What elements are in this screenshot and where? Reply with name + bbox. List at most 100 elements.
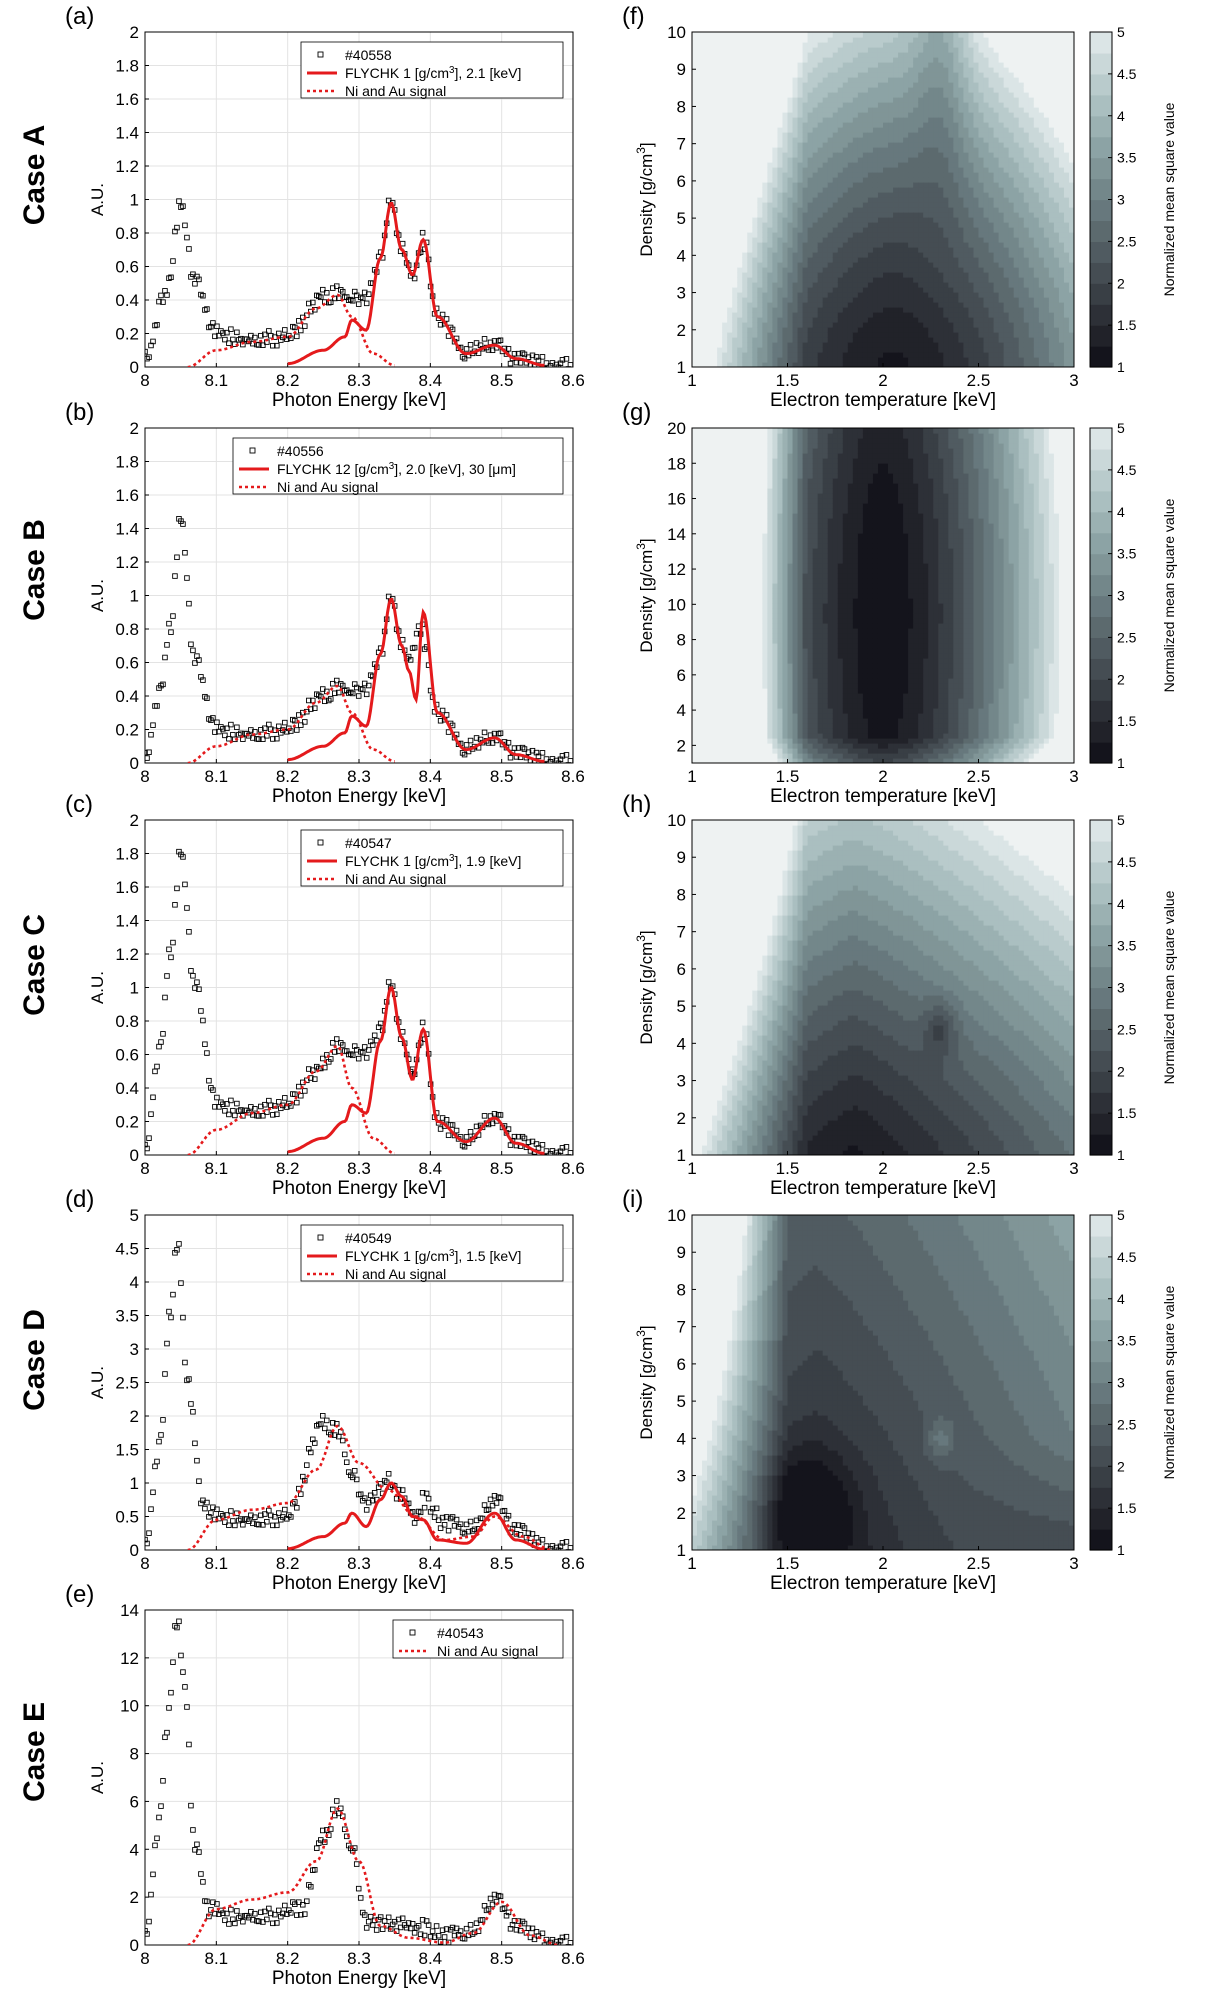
contour-cell (943, 197, 949, 203)
contour-cell (903, 52, 909, 58)
contour-cell (707, 327, 713, 333)
data-point (148, 1111, 154, 1117)
contour-cell (777, 292, 784, 298)
contour-cell (797, 267, 804, 273)
contour-cell (822, 192, 829, 198)
y-tick-label: 0.2 (115, 1113, 139, 1132)
contour-cell (908, 192, 914, 198)
contour-cell (717, 262, 723, 268)
contour-cell (842, 277, 849, 283)
contour-cell (772, 197, 779, 203)
data-point (361, 1912, 368, 1918)
data-point (411, 1930, 418, 1936)
contour-cell (903, 257, 909, 263)
contour-cell (717, 242, 723, 248)
contour-cell (817, 202, 824, 208)
contour-cell (737, 37, 743, 43)
contour-cell (692, 62, 698, 68)
contour-cell (767, 82, 774, 88)
data-point (439, 1927, 446, 1933)
contour-cell (707, 252, 713, 258)
contour-cell (872, 332, 879, 338)
contour-cell (948, 147, 954, 153)
contour-cell (908, 57, 914, 63)
contour-cell (948, 162, 954, 168)
contour-cell (918, 277, 924, 283)
contour-cell (893, 257, 899, 263)
contour-cell (717, 222, 723, 228)
contour-cell (832, 262, 839, 268)
contour-cell (757, 67, 763, 73)
contour-cell (807, 152, 814, 158)
contour-cell (857, 272, 864, 278)
data-point (505, 1909, 512, 1916)
contour-cell (727, 122, 733, 128)
data-point (385, 979, 392, 985)
contour-cell (742, 187, 748, 193)
contour-cell (707, 247, 713, 253)
data-point (302, 1477, 308, 1484)
data-point (359, 295, 366, 302)
contour-cell (827, 327, 834, 333)
contour-cell (717, 52, 723, 58)
contour-cell (943, 332, 949, 338)
contour-cell (737, 312, 743, 318)
contour-cell (857, 227, 864, 233)
contour-cell (812, 207, 819, 213)
contour-cell (792, 172, 799, 178)
y-tick-label: 0 (130, 1146, 139, 1165)
data-point (294, 727, 300, 733)
contour-cell (742, 272, 748, 278)
contour-cell (752, 52, 758, 58)
contour-cell (953, 32, 959, 38)
contour-cell (948, 157, 954, 163)
contour-cell (913, 92, 919, 98)
contour-cell (812, 262, 819, 268)
contour-cell (777, 152, 784, 158)
contour-cell (908, 282, 914, 288)
contour-cell (953, 37, 959, 43)
contour-cell (692, 112, 698, 118)
contour-cell (827, 292, 834, 298)
contour-cell (732, 162, 738, 168)
contour-cell (697, 237, 703, 243)
contour-cell (802, 222, 809, 228)
contour-cell (842, 307, 849, 313)
contour-cell (807, 32, 814, 38)
data-point (421, 1932, 428, 1939)
data-point (276, 330, 282, 337)
contour-cell (802, 262, 809, 268)
contour-cell (903, 162, 909, 168)
contour-cell (747, 147, 753, 153)
contour-cell (722, 327, 728, 333)
contour-cell (702, 247, 708, 253)
contour-cell (953, 262, 959, 268)
data-point (363, 300, 370, 307)
contour-cell (727, 257, 733, 263)
contour-cell (717, 337, 723, 343)
contour-cell (712, 157, 718, 163)
contour-cell (712, 202, 718, 208)
contour-cell (852, 202, 859, 208)
contour-cell (847, 237, 854, 243)
contour-cell (933, 362, 939, 367)
contour-cell (777, 127, 784, 133)
contour-cell (797, 112, 804, 118)
data-point (331, 1049, 338, 1055)
contour-cell (817, 127, 824, 133)
contour-cell (883, 107, 889, 113)
data-point (186, 246, 192, 252)
contour-cell (807, 297, 814, 303)
contour-cell (883, 32, 889, 38)
data-point (546, 1158, 551, 1163)
data-point (282, 1095, 288, 1101)
contour-cell (822, 112, 829, 118)
contour-cell (812, 257, 819, 263)
contour-cell (832, 252, 839, 258)
contour-cell (852, 152, 859, 158)
contour-cell (712, 257, 718, 263)
contour-cell (837, 67, 844, 73)
contour-cell (827, 102, 834, 108)
contour-cell (903, 97, 909, 103)
contour-cell (862, 357, 869, 363)
